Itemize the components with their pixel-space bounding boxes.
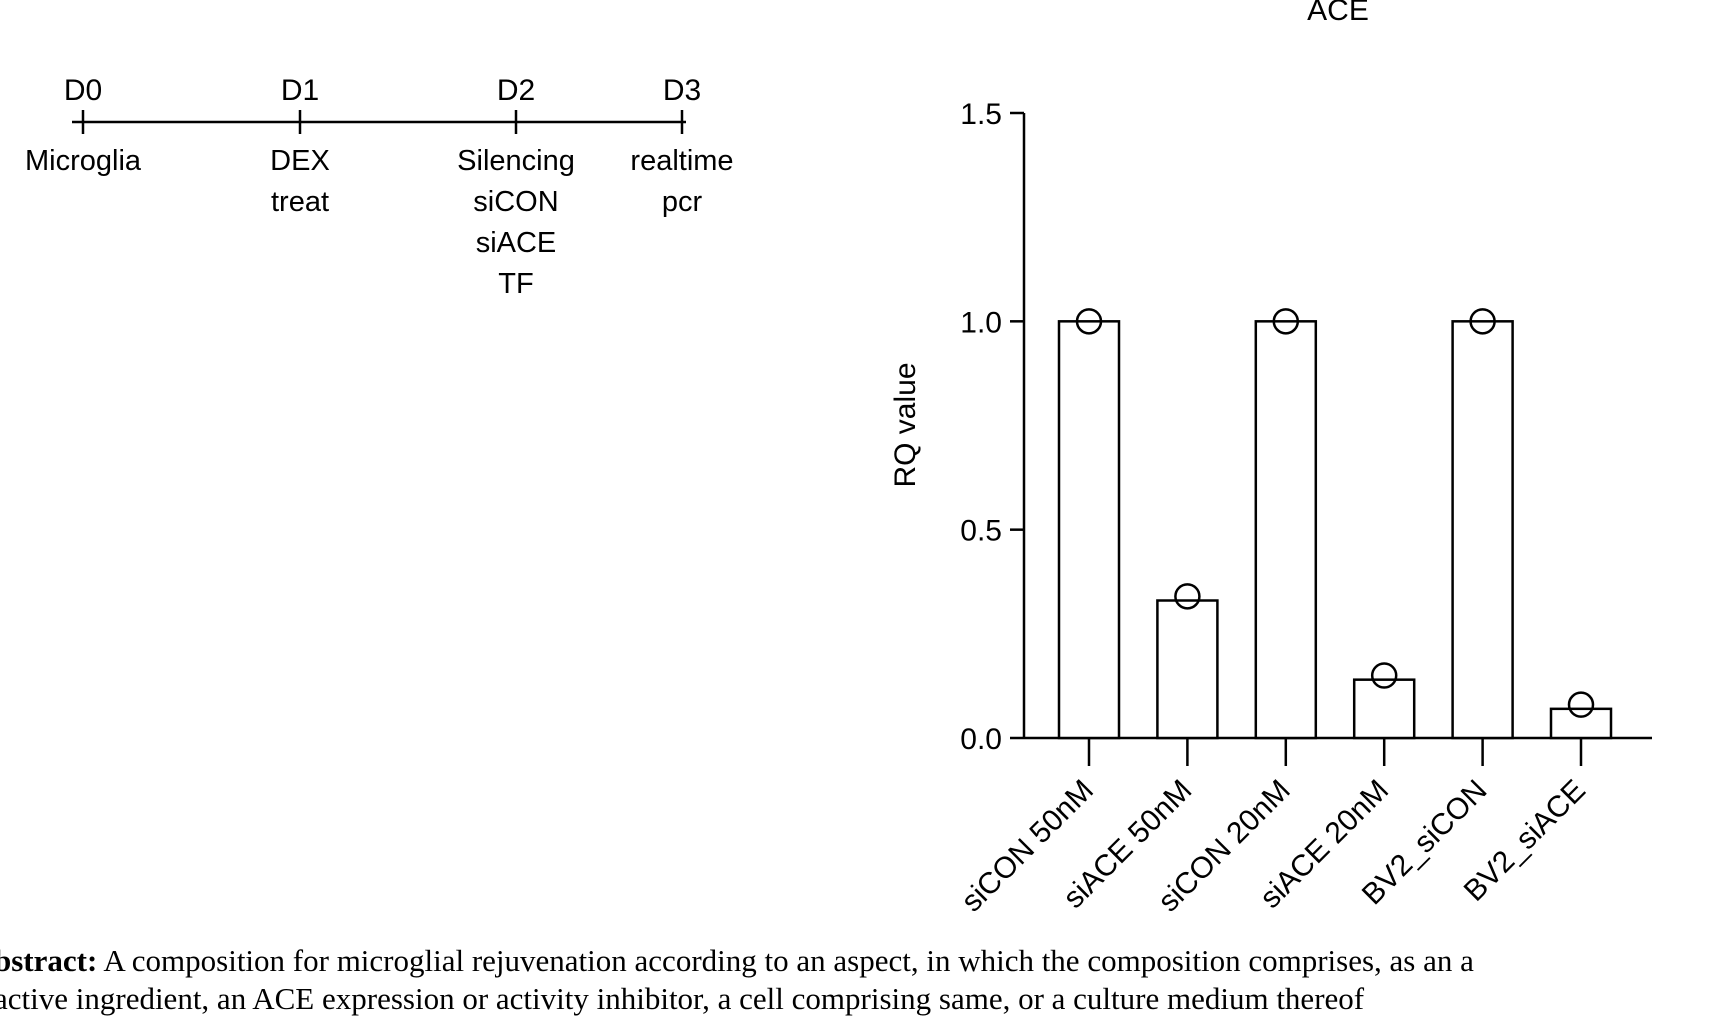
timeline-event-label: Microglia xyxy=(25,145,142,177)
y-axis-label: RQ value xyxy=(889,362,922,487)
bars xyxy=(1057,308,1613,740)
timeline-day-label: D3 xyxy=(663,74,701,107)
data-point xyxy=(1469,308,1496,335)
timeline-event-label: DEX xyxy=(270,145,330,177)
timeline-event-label: realtime xyxy=(630,145,733,177)
y-tick-label: 0.0 xyxy=(960,723,1002,756)
bar xyxy=(1254,320,1318,740)
timeline-day-label: D1 xyxy=(281,74,319,107)
abstract-label: bstract: xyxy=(0,943,98,978)
data-point xyxy=(1567,691,1595,718)
timeline-event-label: siCON xyxy=(473,186,558,218)
y-ticks: 0.0 0.5 1.0 1.5 xyxy=(960,98,1024,756)
y-tick-label: 0.5 xyxy=(960,515,1002,548)
data-point xyxy=(1370,662,1398,689)
abstract-line-2: active ingredient, an ACE expression or … xyxy=(0,981,1365,1016)
chart-title: ACE xyxy=(1307,0,1369,27)
data-point xyxy=(1272,308,1300,335)
abstract-line-1: A composition for microglial rejuvenatio… xyxy=(103,943,1474,978)
bar xyxy=(1057,320,1121,740)
timeline-event-label: treat xyxy=(271,186,329,218)
timeline-diagram: D0 Microglia D1 DEX treat D2 Silencing siCON siA… xyxy=(25,74,734,300)
y-tick-label: 1.5 xyxy=(960,98,1002,131)
bar xyxy=(1156,599,1219,740)
timeline-day-label: D0 xyxy=(64,74,102,107)
data-point xyxy=(1075,308,1103,335)
bar xyxy=(1352,678,1416,740)
timeline-day-label: D2 xyxy=(497,74,535,107)
timeline-event-label: TF xyxy=(498,268,533,300)
y-tick-label: 1.0 xyxy=(960,306,1002,339)
abstract-text: bstract: A composition for microglial re… xyxy=(0,942,1714,1018)
data-point xyxy=(1174,583,1201,610)
timeline-event-label: siACE xyxy=(476,227,557,259)
bar xyxy=(1549,707,1613,740)
timeline-event-label: pcr xyxy=(662,186,703,218)
bar xyxy=(1451,320,1514,740)
figure-canvas: D0 Microglia D1 DEX treat D2 Silencing siCON siA… xyxy=(25,0,1652,918)
timeline-event-label: Silencing xyxy=(457,145,575,177)
timeline-points: D0 Microglia D1 DEX treat D2 Silencing siCON siA… xyxy=(25,74,734,300)
bar-chart: ACE RQ value 0.0 0.5 1.0 1.5 siCON 50nMsiAC… xyxy=(889,0,1652,918)
